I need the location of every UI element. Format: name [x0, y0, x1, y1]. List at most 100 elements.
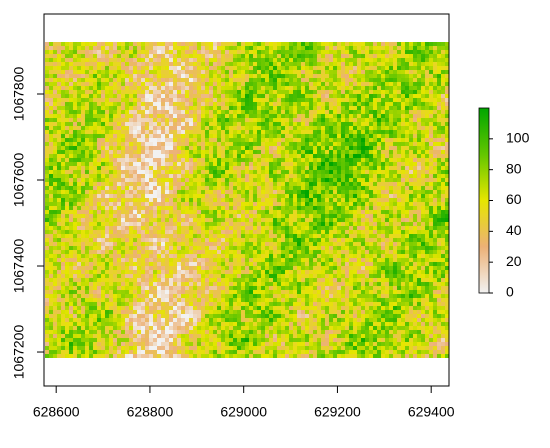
raster-cell [257, 90, 261, 94]
raster-cell [269, 190, 273, 194]
raster-cell [317, 46, 321, 50]
raster-cell [289, 138, 293, 142]
raster-cell [329, 230, 333, 234]
raster-cell [317, 174, 321, 178]
raster-cell [381, 194, 385, 198]
raster-cell [181, 206, 185, 210]
raster-cell [65, 94, 69, 98]
raster-cell [269, 166, 273, 170]
raster-cell [105, 166, 109, 170]
raster-cell [341, 190, 345, 194]
raster-cell [373, 178, 377, 182]
raster-cell [237, 218, 241, 222]
raster-cell [337, 190, 341, 194]
raster-cell [133, 222, 137, 226]
raster-cell [149, 206, 153, 210]
raster-cell [301, 194, 305, 198]
raster-cell [241, 58, 245, 62]
raster-cell [53, 238, 57, 242]
raster-cell [289, 170, 293, 174]
raster-cell [433, 86, 437, 90]
raster-cell [365, 122, 369, 126]
raster-cell [121, 126, 125, 130]
raster-cell [153, 210, 157, 214]
raster-cell [385, 130, 389, 134]
raster-cell [241, 42, 245, 46]
raster-cell [137, 226, 141, 230]
raster-cell [129, 186, 133, 190]
raster-cell [349, 198, 353, 202]
raster-cell [81, 62, 85, 66]
raster-cell [105, 234, 109, 238]
raster-cell [189, 238, 193, 242]
raster-cell [133, 66, 137, 70]
raster-cell [73, 206, 77, 210]
raster-cell [225, 182, 229, 186]
raster-cell [69, 74, 73, 78]
raster-cell [213, 210, 217, 214]
raster-cell [213, 46, 217, 50]
raster-cell [153, 122, 157, 126]
raster-cell [225, 50, 229, 54]
raster-cell [353, 86, 357, 90]
raster-cell [353, 94, 357, 98]
raster-cell [217, 102, 221, 106]
raster-cell [353, 234, 357, 238]
raster-cell [233, 90, 237, 94]
raster-cell [373, 134, 377, 138]
raster-cell [417, 158, 421, 162]
raster-cell [429, 118, 433, 122]
raster-cell [169, 190, 173, 194]
raster-cell [233, 190, 237, 194]
raster-cell [373, 82, 377, 86]
raster-cell [341, 138, 345, 142]
raster-cell [201, 162, 205, 166]
raster-cell [217, 230, 221, 234]
raster-cell [85, 70, 89, 74]
raster-cell [165, 218, 169, 222]
raster-cell [317, 118, 321, 122]
raster-cell [273, 198, 277, 202]
raster-cell [61, 94, 65, 98]
raster-cell [309, 94, 313, 98]
raster-cell [333, 206, 337, 210]
raster-cell [337, 154, 341, 158]
raster-cell [437, 102, 441, 106]
raster-cell [73, 98, 77, 102]
raster-cell [333, 146, 337, 150]
raster-cell [165, 102, 169, 106]
raster-cell [121, 190, 125, 194]
raster-cell [281, 98, 285, 102]
raster-cell [153, 206, 157, 210]
raster-cell [125, 166, 129, 170]
raster-cell [273, 98, 277, 102]
raster-cell [245, 70, 249, 74]
raster-cell [401, 210, 405, 214]
raster-cell [377, 230, 381, 234]
raster-cell [181, 122, 185, 126]
raster-cell [213, 162, 217, 166]
raster-cell [317, 206, 321, 210]
raster-cell [225, 214, 229, 218]
raster-cell [69, 86, 73, 90]
raster-cell [261, 98, 265, 102]
raster-cell [429, 170, 433, 174]
raster-cell [321, 66, 325, 70]
raster-cell [97, 110, 101, 114]
raster-cell [373, 106, 377, 110]
raster-cell [153, 170, 157, 174]
raster-cell [81, 230, 85, 234]
raster-cell [265, 230, 269, 234]
raster-cell [197, 102, 201, 106]
raster-cell [177, 138, 181, 142]
raster-cell [141, 66, 145, 70]
raster-cell [361, 174, 365, 178]
raster-cell [105, 186, 109, 190]
raster-cell [289, 102, 293, 106]
raster-cell [289, 126, 293, 130]
raster-cell [53, 194, 57, 198]
raster-cell [365, 142, 369, 146]
raster-cell [333, 166, 337, 170]
raster-cell [257, 178, 261, 182]
raster-cell [77, 182, 81, 186]
